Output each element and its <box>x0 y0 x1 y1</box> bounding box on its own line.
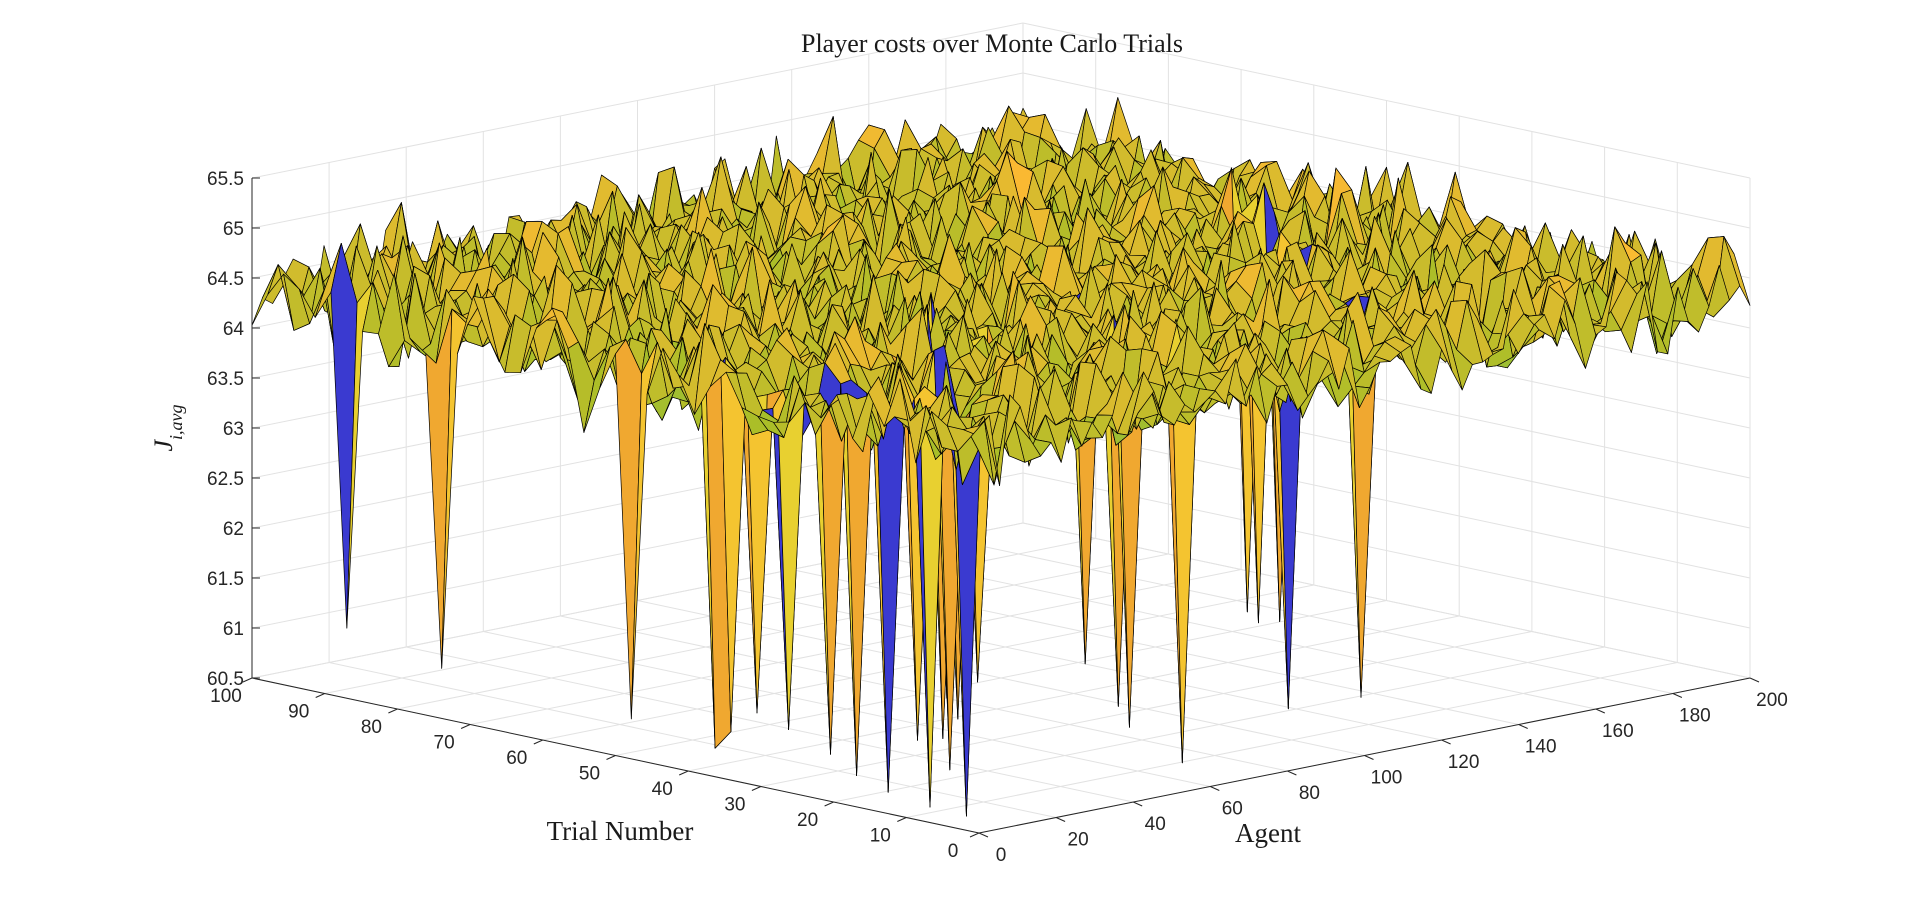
x-tick-mark <box>1672 693 1683 698</box>
y-tick-mark <box>678 770 689 776</box>
ticks-layer: 0 20 40 60 80 100 120 140 160 180 200 0 10 20 30 40 50 60… <box>207 169 1788 866</box>
y-tick-mark <box>242 677 253 683</box>
x-tick-label: 20 <box>1068 830 1089 851</box>
z-tick-label: 64 <box>223 319 245 340</box>
y-tick-label: 40 <box>652 779 673 800</box>
x-tick-label: 60 <box>1222 799 1243 820</box>
y-tick-mark <box>969 832 980 838</box>
y-tick-mark <box>824 801 834 807</box>
x-tick-mark <box>1210 786 1220 791</box>
y-tick-label: 10 <box>870 826 891 847</box>
y-tick-label: 90 <box>288 702 309 723</box>
z-tick-label: 61 <box>223 619 244 640</box>
chart-title: Player costs over Monte Carlo Trials <box>801 29 1183 58</box>
z-tick-label: 61.5 <box>207 569 244 590</box>
y-tick-mark <box>460 724 471 729</box>
x-tick-label: 160 <box>1602 721 1634 742</box>
x-tick-mark <box>1132 801 1143 807</box>
y-tick-label: 70 <box>434 733 455 754</box>
z-tick-label: 63 <box>223 419 244 440</box>
z-tick-label: 64.5 <box>207 269 244 290</box>
y-tick-label: 30 <box>724 795 745 816</box>
z-tick-label: 60.5 <box>207 669 244 690</box>
surface-facet <box>962 415 990 435</box>
x-tick-mark <box>978 832 989 838</box>
z-tick-label: 62 <box>223 519 244 540</box>
y-tick-label: 20 <box>797 810 818 831</box>
y-tick-mark <box>751 786 762 791</box>
y-tick-mark <box>315 693 325 698</box>
x-tick-mark <box>1287 770 1297 776</box>
y-tick-label: 50 <box>579 764 600 785</box>
floor-grid-line <box>906 662 1678 818</box>
floor-grid-line <box>397 553 1169 710</box>
z-tick-label: 65.5 <box>207 169 244 190</box>
floor-grid-line <box>615 600 1387 756</box>
axes-layer <box>242 177 1760 838</box>
x-tick-label: 120 <box>1448 752 1480 773</box>
x-axis-label: Agent <box>1235 818 1301 848</box>
floor-grid-line <box>688 615 1460 772</box>
x-tick-label: 180 <box>1679 706 1711 727</box>
x-tick-label: 80 <box>1299 783 1320 804</box>
x-tick-label: 40 <box>1145 814 1166 835</box>
wall-grid-line <box>1022 422 1751 579</box>
x-tick-mark <box>1055 817 1066 822</box>
wall-grid-line <box>1022 22 1751 179</box>
surface-layer <box>251 97 1751 817</box>
x-tick-label: 140 <box>1525 737 1557 758</box>
x-tick-mark <box>1595 708 1606 714</box>
x-tick-mark <box>1441 739 1451 745</box>
y-tick-mark <box>533 739 544 745</box>
y-tick-label: 60 <box>506 748 527 769</box>
y-tick-label: 0 <box>948 841 959 862</box>
z-tick-label: 62.5 <box>207 469 244 490</box>
y-tick-mark <box>606 755 616 760</box>
y-tick-mark <box>388 708 398 714</box>
x-tick-mark <box>1518 724 1528 729</box>
y-tick-mark <box>897 817 907 822</box>
x-tick-label: 100 <box>1371 768 1403 789</box>
x-tick-mark <box>1749 677 1760 683</box>
y-axis-label: Trial Number <box>547 816 694 846</box>
z-tick-label: 63.5 <box>207 369 244 390</box>
x-tick-mark <box>1364 755 1374 760</box>
wall-grid-line <box>251 22 1024 179</box>
wall-grid-line <box>1022 472 1751 629</box>
x-tick-label: 0 <box>996 845 1007 866</box>
wall-grid-line <box>1022 72 1751 229</box>
wall-grid-line <box>251 72 1024 229</box>
y-tick-label: 100 <box>210 686 242 707</box>
floor-grid-line <box>760 631 1532 787</box>
y-tick-label: 80 <box>361 717 382 738</box>
floor-grid-line <box>833 646 1605 803</box>
z-axis-label: Ji,avg <box>149 404 186 451</box>
wall-grid-line <box>1022 522 1751 679</box>
x-tick-label: 200 <box>1756 690 1788 711</box>
z-tick-label: 65 <box>223 219 244 240</box>
